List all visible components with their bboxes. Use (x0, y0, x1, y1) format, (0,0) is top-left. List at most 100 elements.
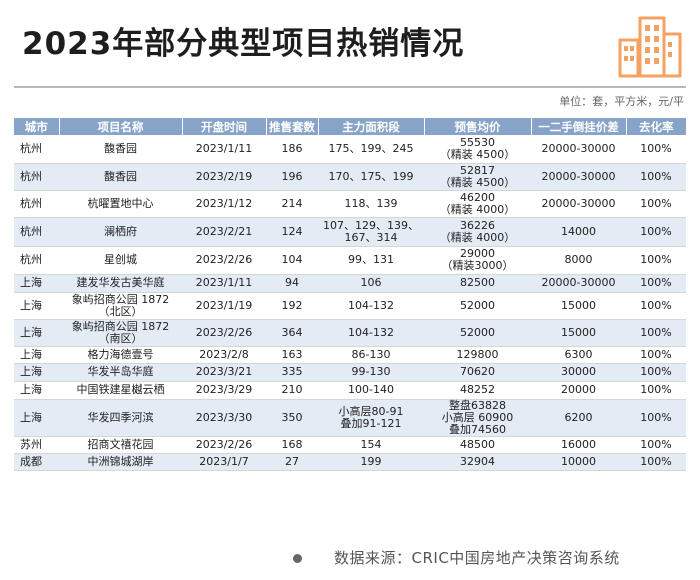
cell-units: 124 (266, 217, 318, 247)
projects-table: 城市 项目名称 开盘时间 推售套数 主力面积段 预售均价 一二手倒挂价差 去化率… (14, 118, 686, 471)
table-row: 上海 华发四季河滨 2023/3/30 350 小高层80-91 叠加91-121 整盘63… (14, 399, 686, 437)
cell-units: 214 (266, 190, 318, 218)
cell-open-date: 2023/2/21 (182, 217, 266, 247)
cell-price-gap: 15000 (531, 292, 626, 320)
cell-sell-rate: 100% (626, 399, 686, 437)
cell-open-date: 2023/1/11 (182, 135, 266, 164)
table-row: 上海 中国铁建星樾云栖 2023/3/29 210 100-140 48252 20000 1… (14, 381, 686, 400)
cell-price: 52000 (424, 292, 531, 320)
col-header-units: 推售套数 (266, 118, 319, 135)
cell-project: 建发华发古美华庭 (59, 274, 182, 293)
cell-units: 27 (266, 453, 318, 471)
cell-area: 170、175、199 (318, 163, 424, 191)
cell-price-gap: 30000 (531, 363, 626, 382)
cell-project: 杭曜置地中心 (59, 190, 182, 218)
cell-area: 175、199、245 (318, 135, 424, 164)
cell-price: 52000 (424, 319, 531, 347)
cell-city: 上海 (14, 274, 59, 293)
cell-price: 46200 （精装 4000） (424, 190, 531, 218)
cell-open-date: 2023/2/19 (182, 163, 266, 191)
cell-sell-rate: 100% (626, 319, 686, 347)
cell-city: 上海 (14, 319, 59, 347)
cell-city: 杭州 (14, 217, 59, 247)
cell-price: 129800 (424, 346, 531, 364)
cell-project: 华发半岛华庭 (59, 363, 182, 382)
cell-project: 华发四季河滨 (59, 399, 182, 437)
cell-sell-rate: 100% (626, 453, 686, 471)
cell-open-date: 2023/3/30 (182, 399, 266, 437)
cell-open-date: 2023/2/8 (182, 346, 266, 364)
cell-sell-rate: 100% (626, 436, 686, 454)
cell-project: 馥香园 (59, 135, 182, 164)
cell-project: 中国铁建星樾云栖 (59, 381, 182, 400)
cell-project: 象屿招商公园 1872 （南区） (59, 319, 182, 347)
cell-units: 210 (266, 381, 318, 400)
cell-city: 杭州 (14, 190, 59, 218)
col-header-open-date: 开盘时间 (182, 118, 267, 135)
cell-city: 上海 (14, 363, 59, 382)
cell-price: 82500 (424, 274, 531, 293)
building-icon (618, 16, 682, 78)
table-row: 上海 建发华发古美华庭 2023/1/11 94 106 82500 20000-30000… (14, 274, 686, 293)
cell-price: 36226 （精装 4000） (424, 217, 531, 247)
cell-price-gap: 20000-30000 (531, 274, 626, 293)
cell-project: 馥香园 (59, 163, 182, 191)
cell-area: 199 (318, 453, 424, 471)
cell-units: 104 (266, 246, 318, 275)
cell-sell-rate: 100% (626, 246, 686, 275)
col-header-sell-rate: 去化率 (626, 118, 686, 135)
table-row: 杭州 澜栖府 2023/2/21 124 107、129、139、 167、314 3622… (14, 217, 686, 247)
cell-price: 48500 (424, 436, 531, 454)
cell-price-gap: 16000 (531, 436, 626, 454)
table-row: 苏州 招商文禧花园 2023/2/26 168 154 48500 16000 100% (14, 436, 686, 454)
cell-units: 335 (266, 363, 318, 382)
cell-area: 106 (318, 274, 424, 293)
cell-project: 格力海德壹号 (59, 346, 182, 364)
cell-area: 118、139 (318, 190, 424, 218)
cell-open-date: 2023/2/26 (182, 246, 266, 275)
cell-units: 364 (266, 319, 318, 347)
cell-price-gap: 20000-30000 (531, 163, 626, 191)
cell-city: 上海 (14, 346, 59, 364)
cell-project: 中洲锦城湖岸 (59, 453, 182, 471)
cell-open-date: 2023/1/7 (182, 453, 266, 471)
cell-city: 杭州 (14, 135, 59, 164)
cell-price-gap: 10000 (531, 453, 626, 471)
cell-price: 55530 （精装 4500） (424, 135, 531, 164)
cell-open-date: 2023/2/26 (182, 436, 266, 454)
cell-project: 招商文禧花园 (59, 436, 182, 454)
cell-open-date: 2023/3/29 (182, 381, 266, 400)
cell-open-date: 2023/1/12 (182, 190, 266, 218)
data-source: 数据来源：CRIC中国房地产决策咨询系统 (334, 549, 620, 567)
table-row: 上海 象屿招商公园 1872 （北区） 2023/1/19 192 104-132 5200… (14, 292, 686, 320)
footer: 数据来源：CRIC中国房地产决策咨询系统 (0, 542, 700, 570)
cell-sell-rate: 100% (626, 292, 686, 320)
cell-sell-rate: 100% (626, 346, 686, 364)
col-header-city: 城市 (14, 118, 60, 135)
cell-area: 99、131 (318, 246, 424, 275)
col-header-price: 预售均价 (424, 118, 532, 135)
cell-project: 象屿招商公园 1872 （北区） (59, 292, 182, 320)
page-title: 2023年部分典型项目热销情况 (22, 26, 465, 62)
cell-units: 192 (266, 292, 318, 320)
table-row: 杭州 馥香园 2023/1/11 186 175、199、245 55530 （精装 450… (14, 135, 686, 164)
cell-area: 104-132 (318, 292, 424, 320)
table-row: 上海 象屿招商公园 1872 （南区） 2023/2/26 364 104-132 5200… (14, 319, 686, 347)
table-row: 杭州 星创城 2023/2/26 104 99、131 29000 （精装3000） 8000… (14, 246, 686, 275)
cell-sell-rate: 100% (626, 381, 686, 400)
cell-sell-rate: 100% (626, 274, 686, 293)
cell-area: 100-140 (318, 381, 424, 400)
cell-price-gap: 15000 (531, 319, 626, 347)
cell-price: 48252 (424, 381, 531, 400)
cell-city: 上海 (14, 381, 59, 400)
cell-project: 澜栖府 (59, 217, 182, 247)
cell-area: 104-132 (318, 319, 424, 347)
cell-area: 86-130 (318, 346, 424, 364)
cell-price: 32904 (424, 453, 531, 471)
cell-open-date: 2023/3/21 (182, 363, 266, 382)
cell-price-gap: 20000-30000 (531, 190, 626, 218)
cell-city: 成都 (14, 453, 59, 471)
table-header-row: 城市 项目名称 开盘时间 推售套数 主力面积段 预售均价 一二手倒挂价差 去化率 (14, 118, 686, 135)
table-row: 上海 华发半岛华庭 2023/3/21 335 99-130 70620 30000 100% (14, 363, 686, 382)
cell-price: 70620 (424, 363, 531, 382)
